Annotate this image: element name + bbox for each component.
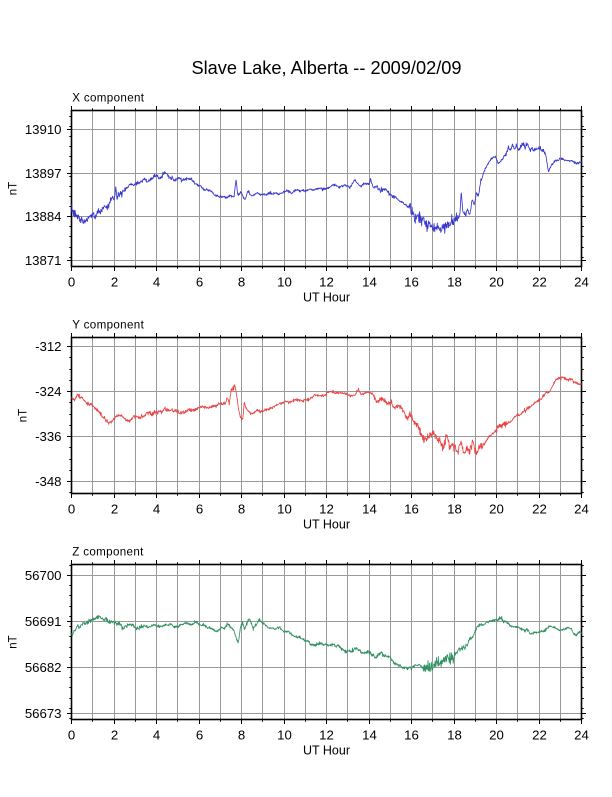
svg-text:-312: -312 — [35, 339, 61, 354]
svg-text:20: 20 — [489, 727, 504, 742]
svg-text:24: 24 — [574, 501, 589, 516]
svg-text:UT Hour: UT Hour — [303, 744, 350, 758]
svg-text:2: 2 — [111, 501, 118, 516]
svg-text:nT: nT — [8, 182, 20, 195]
svg-text:13910: 13910 — [25, 122, 62, 137]
svg-text:14: 14 — [362, 274, 377, 289]
svg-text:2: 2 — [111, 274, 118, 289]
svg-text:22: 22 — [532, 501, 547, 516]
svg-text:24: 24 — [574, 274, 589, 289]
svg-text:13871: 13871 — [25, 253, 62, 268]
svg-text:12: 12 — [319, 274, 334, 289]
svg-text:56691: 56691 — [25, 614, 62, 629]
svg-text:14: 14 — [362, 727, 377, 742]
svg-text:22: 22 — [532, 727, 547, 742]
svg-text:UT Hour: UT Hour — [303, 518, 350, 532]
svg-text:20: 20 — [489, 501, 504, 516]
svg-text:12: 12 — [319, 727, 334, 742]
svg-text:56673: 56673 — [25, 706, 62, 721]
svg-text:18: 18 — [447, 501, 462, 516]
svg-text:0: 0 — [68, 274, 75, 289]
svg-text:Y component: Y component — [72, 319, 144, 332]
svg-text:-336: -336 — [35, 429, 61, 444]
svg-text:4: 4 — [153, 501, 160, 516]
svg-text:Z component: Z component — [72, 546, 144, 559]
svg-text:13897: 13897 — [25, 166, 62, 181]
svg-text:20: 20 — [489, 274, 504, 289]
svg-text:56682: 56682 — [25, 660, 62, 675]
svg-text:16: 16 — [404, 274, 419, 289]
svg-text:0: 0 — [68, 501, 75, 516]
svg-text:0: 0 — [68, 727, 75, 742]
svg-text:8: 8 — [238, 501, 245, 516]
svg-text:8: 8 — [238, 274, 245, 289]
svg-text:14: 14 — [362, 501, 377, 516]
svg-text:13884: 13884 — [25, 209, 62, 224]
svg-text:16: 16 — [404, 727, 419, 742]
svg-text:X component: X component — [72, 92, 145, 105]
svg-text:-324: -324 — [35, 384, 61, 399]
svg-text:nT: nT — [8, 635, 20, 648]
svg-text:8: 8 — [238, 727, 245, 742]
svg-text:UT Hour: UT Hour — [303, 291, 350, 305]
svg-text:12: 12 — [319, 501, 334, 516]
svg-text:16: 16 — [404, 501, 419, 516]
svg-text:6: 6 — [196, 727, 203, 742]
svg-text:24: 24 — [574, 727, 589, 742]
svg-text:22: 22 — [532, 274, 547, 289]
svg-text:6: 6 — [196, 274, 203, 289]
svg-text:nT: nT — [18, 409, 30, 422]
svg-text:18: 18 — [447, 727, 462, 742]
svg-text:6: 6 — [196, 501, 203, 516]
svg-text:18: 18 — [447, 274, 462, 289]
svg-text:4: 4 — [153, 727, 160, 742]
svg-text:Slave Lake, Alberta -- 2009/02: Slave Lake, Alberta -- 2009/02/09 — [192, 58, 462, 78]
svg-text:56700: 56700 — [25, 568, 62, 583]
svg-text:10: 10 — [277, 274, 292, 289]
svg-text:-348: -348 — [35, 474, 61, 489]
svg-text:10: 10 — [277, 727, 292, 742]
svg-text:4: 4 — [153, 274, 160, 289]
svg-text:2: 2 — [111, 727, 118, 742]
svg-text:10: 10 — [277, 501, 292, 516]
